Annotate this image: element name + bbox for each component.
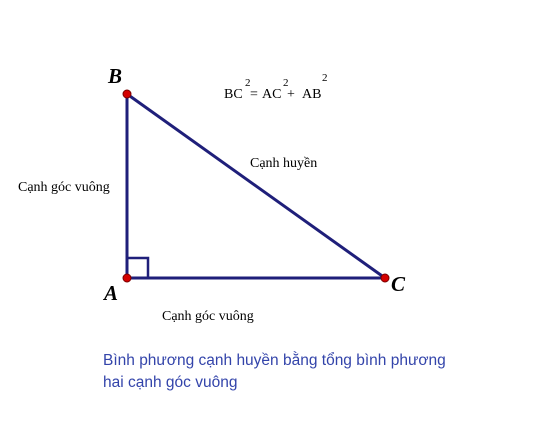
vertex-point-c bbox=[380, 273, 390, 283]
formula-exp-ac: 2 bbox=[283, 77, 289, 89]
formula-ab: AB bbox=[302, 87, 321, 102]
vertex-point-a bbox=[122, 273, 132, 283]
hypotenuse-label: Cạnh huyền bbox=[250, 156, 317, 171]
vertical-leg-label: Cạnh góc vuông bbox=[18, 180, 110, 195]
vertex-point-b bbox=[122, 89, 132, 99]
pythagorean-formula: BC 2 = AC 2 + AB 2 bbox=[224, 72, 328, 102]
formula-exp-bc: 2 bbox=[245, 77, 251, 89]
vertex-label-b: B bbox=[107, 64, 122, 88]
formula-exp-ab: 2 bbox=[322, 72, 328, 84]
formula-plus: + bbox=[287, 87, 295, 102]
formula-ac: AC bbox=[262, 87, 281, 102]
vertex-label-a: A bbox=[102, 281, 118, 305]
horizontal-leg-label: Cạnh góc vuông bbox=[162, 309, 254, 324]
right-angle-marker bbox=[127, 256, 150, 278]
side-bc bbox=[126, 92, 386, 280]
vertex-label-c: C bbox=[391, 272, 406, 296]
caption-text: Bình phương cạnh huyền bằng tổng bình ph… bbox=[103, 352, 446, 391]
formula-bc: BC bbox=[224, 87, 243, 102]
formula-equals: = bbox=[250, 87, 258, 102]
